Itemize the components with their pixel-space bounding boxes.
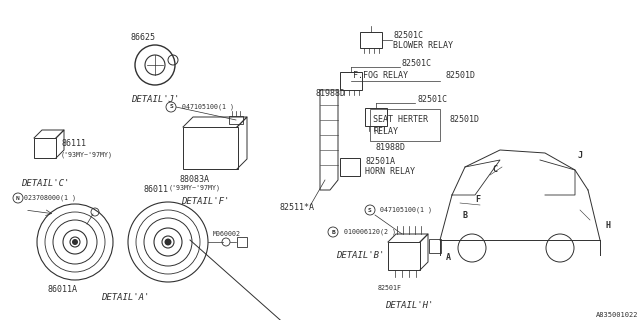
Text: BLOWER RELAY: BLOWER RELAY xyxy=(393,42,453,51)
Bar xyxy=(340,72,362,90)
Text: ('93MY~'97MY): ('93MY~'97MY) xyxy=(61,152,113,158)
Text: 82501D: 82501D xyxy=(445,71,475,81)
Text: SEAT HERTER: SEAT HERTER xyxy=(373,116,428,124)
Text: F.FOG RELAY: F.FOG RELAY xyxy=(353,71,408,81)
Text: ('93MY~'97MY): ('93MY~'97MY) xyxy=(169,185,221,191)
Circle shape xyxy=(166,102,176,112)
Text: 86011: 86011 xyxy=(143,186,168,195)
Text: 82501D: 82501D xyxy=(450,116,480,124)
Text: DETAIL'H': DETAIL'H' xyxy=(385,300,433,309)
Bar xyxy=(360,32,382,48)
Text: 023708000(1 ): 023708000(1 ) xyxy=(24,195,76,201)
Text: DETAIL'B': DETAIL'B' xyxy=(336,251,384,260)
Text: 81988D: 81988D xyxy=(315,90,345,99)
Text: 047105100(1 ): 047105100(1 ) xyxy=(376,207,432,213)
Text: B: B xyxy=(463,211,467,220)
Text: B: B xyxy=(331,229,335,235)
Text: 82501C: 82501C xyxy=(417,94,447,103)
Text: A: A xyxy=(445,252,451,261)
Bar xyxy=(388,242,420,270)
Text: 047105100(1 ): 047105100(1 ) xyxy=(178,104,234,110)
Bar xyxy=(183,127,238,169)
Text: 82501A: 82501A xyxy=(365,157,395,166)
Bar xyxy=(229,116,243,124)
Text: HORN RELAY: HORN RELAY xyxy=(365,167,415,177)
Text: N: N xyxy=(16,196,20,201)
Text: S: S xyxy=(368,207,372,212)
Bar xyxy=(237,237,247,247)
Text: S: S xyxy=(169,105,173,109)
Circle shape xyxy=(72,239,78,245)
Text: 82501F: 82501F xyxy=(378,285,402,291)
Text: 82501C: 82501C xyxy=(393,31,423,41)
Text: DETAIL'A': DETAIL'A' xyxy=(101,293,149,302)
Bar xyxy=(34,138,56,158)
Text: M060002: M060002 xyxy=(213,231,241,237)
Text: 88083A: 88083A xyxy=(180,174,210,183)
Text: A835001022: A835001022 xyxy=(595,312,638,318)
Text: 82501C: 82501C xyxy=(402,60,432,68)
Text: 86111: 86111 xyxy=(61,140,86,148)
Text: RELAY: RELAY xyxy=(373,126,398,135)
Text: 86011A: 86011A xyxy=(48,285,78,294)
Text: DETAIL'C': DETAIL'C' xyxy=(21,179,69,188)
Text: J: J xyxy=(577,150,582,159)
Circle shape xyxy=(365,205,375,215)
Text: F: F xyxy=(476,196,481,204)
Bar xyxy=(370,109,440,141)
Bar xyxy=(365,108,387,126)
Circle shape xyxy=(164,238,172,245)
Circle shape xyxy=(13,193,23,203)
Text: 010006120(2 ): 010006120(2 ) xyxy=(340,229,396,235)
Text: 82511*A: 82511*A xyxy=(280,204,315,212)
Bar xyxy=(429,239,441,253)
Text: DETAIL'F': DETAIL'F' xyxy=(181,196,229,205)
Circle shape xyxy=(328,227,338,237)
Text: 86625: 86625 xyxy=(131,33,156,42)
Text: DETAIL'J': DETAIL'J' xyxy=(131,95,179,105)
Text: H: H xyxy=(605,220,611,229)
Text: 81988D: 81988D xyxy=(375,143,405,153)
Bar xyxy=(340,158,360,176)
Text: C: C xyxy=(493,165,497,174)
